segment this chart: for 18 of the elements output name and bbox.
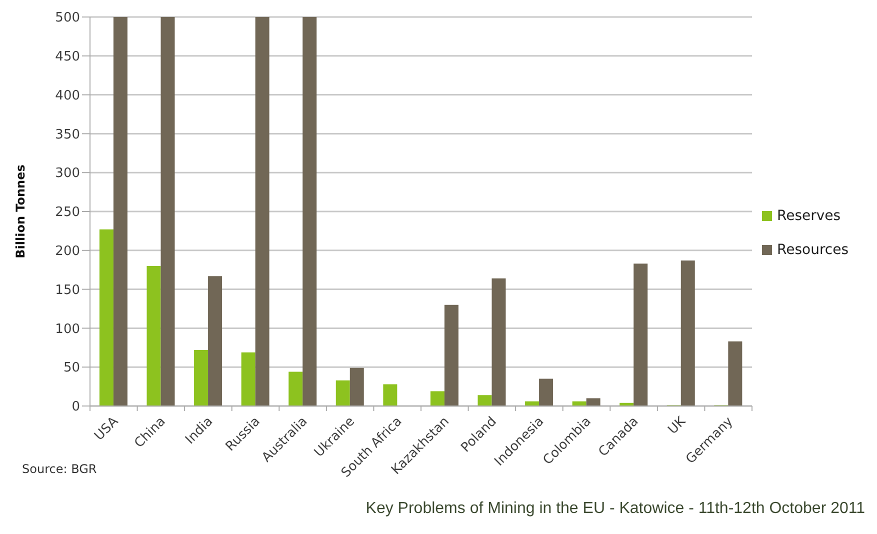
y-tick-label: 500 xyxy=(55,10,80,26)
x-tick-label: USA xyxy=(92,414,122,444)
text: Key Problems of Mining in the EU - Katowice - 11th-12th October 2011 xyxy=(366,500,865,518)
legend-label: Reserves xyxy=(777,208,841,224)
y-tick-label: 350 xyxy=(55,127,80,142)
y-axis-title: Billion Tonnes xyxy=(13,164,28,258)
y-tick-label: 50 xyxy=(63,360,80,376)
y-tick-label: 400 xyxy=(55,88,80,104)
y-tick-label: 250 xyxy=(55,205,80,220)
y-tick-label: 300 xyxy=(55,166,80,182)
y-tick-label: 150 xyxy=(55,282,80,298)
source-note: Source: BGR xyxy=(22,462,97,476)
y-tick-label: 0 xyxy=(72,400,80,415)
y-tick-label: 200 xyxy=(55,244,80,260)
x-tick-label: UK xyxy=(666,414,690,438)
legend-label: Resources xyxy=(777,242,848,258)
y-tick-label: 450 xyxy=(55,50,80,65)
y-tick-label: 100 xyxy=(55,322,80,337)
